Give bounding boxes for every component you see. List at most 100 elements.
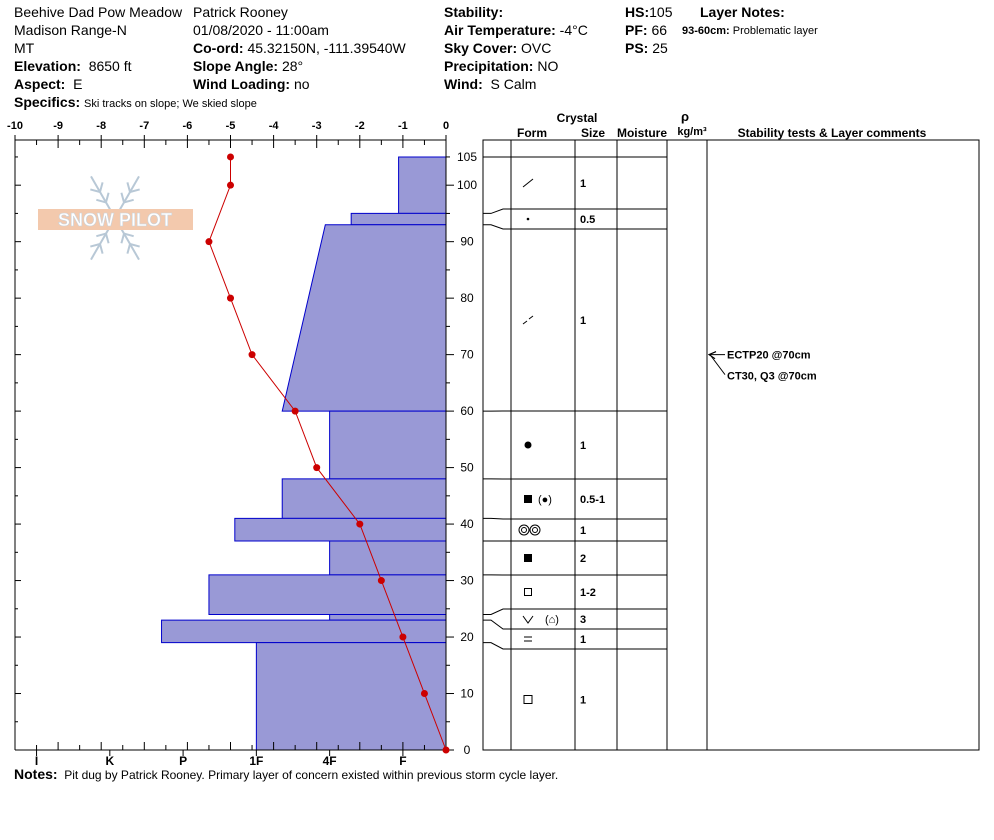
hardness-label: 1F — [249, 754, 263, 768]
pf-row: PF: 66 — [625, 22, 668, 38]
layer-connector — [483, 517, 511, 520]
observation-datetime: 01/08/2020 - 11:00am — [193, 22, 329, 38]
sky-row: Sky Cover: OVC — [444, 40, 552, 56]
depth-tick-label: 70 — [460, 348, 474, 362]
ps-row: PS: 25 — [625, 40, 668, 56]
temperature-point — [248, 351, 256, 359]
slope-row: Slope Angle: 28° — [193, 58, 304, 74]
layer-size: 2 — [580, 553, 586, 565]
ps-value: 25 — [652, 40, 668, 56]
ring-glyph — [532, 527, 538, 533]
hardness-label: K — [105, 754, 114, 768]
header-rho: ρ — [681, 109, 689, 124]
location-name: Beehive Dad Pow Meadow — [14, 4, 183, 20]
form-icon-square — [523, 695, 533, 704]
square-glyph — [523, 695, 533, 704]
wind-loading-value: no — [293, 76, 310, 92]
stability-row: Stability: — [444, 4, 504, 20]
header-crystal: Crystal — [557, 111, 598, 125]
stability-test-label: ECTP20 @70cm — [727, 350, 811, 362]
snowflake-branch — [123, 232, 134, 238]
test-arrow — [709, 354, 726, 375]
temp-tick-label: -6 — [183, 120, 193, 132]
slash-glyph — [522, 320, 528, 325]
precip-value: NO — [537, 58, 559, 74]
precip-row: Precipitation: NO — [444, 58, 559, 74]
depth-tick-label: 80 — [460, 291, 474, 305]
snowflake-branch — [126, 182, 131, 193]
observer-name: Patrick Rooney — [193, 4, 288, 20]
snowflake-branch — [120, 233, 125, 244]
hs-value: 105 — [649, 4, 673, 20]
air-temp-row: Air Temperature: -4°C — [444, 22, 588, 38]
layer-notes-title: Layer Notes: — [700, 4, 785, 20]
notes-label: Notes: — [14, 766, 58, 782]
layer-connector — [483, 224, 511, 230]
layer-size: 3 — [580, 614, 586, 626]
aspect-row: Aspect: E — [14, 76, 83, 92]
temp-tick-label: -5 — [226, 120, 236, 132]
sky-value: OVC — [521, 40, 552, 56]
temperature-point — [420, 690, 428, 698]
cup-glyph — [522, 615, 534, 624]
hardness-bar — [329, 613, 447, 621]
ring-glyph — [518, 524, 530, 536]
hardness-bar — [255, 642, 447, 751]
hardness-bar — [208, 574, 447, 615]
temp-tick-label: -3 — [312, 120, 322, 132]
header-moisture: Moisture — [617, 126, 667, 140]
snowflake-branch — [99, 243, 104, 254]
pit-info: HS:105 PF: 66 PS: 25 — [625, 3, 672, 57]
snowflake-branch — [123, 198, 134, 204]
temperature-point — [227, 294, 234, 302]
layer-connector — [483, 608, 511, 615]
specifics-value: Ski tracks on slope; We skied slope — [84, 98, 257, 110]
header-density-unit: kg/m³ — [677, 126, 707, 138]
snowflake-branch — [96, 232, 107, 238]
layer-table-frame — [482, 139, 980, 751]
temperature-point — [377, 577, 385, 585]
wind-loading-row: Wind Loading: no — [193, 76, 310, 92]
temp-tick-label: -9 — [53, 120, 63, 132]
form-icon-dot — [526, 217, 530, 221]
temp-tick-label: -1 — [398, 120, 408, 132]
coord-value: 45.32150N, -111.39540W — [247, 40, 406, 56]
wind-value: S Calm — [490, 76, 537, 92]
temperature-point — [291, 407, 299, 415]
depth-tick-label: 50 — [460, 461, 474, 475]
layer-size: 1-2 — [580, 587, 596, 599]
snowflake-branch — [105, 233, 110, 244]
aspect-value: E — [73, 76, 83, 92]
ring-glyph — [521, 527, 527, 533]
depth-tick-label: 20 — [460, 630, 474, 644]
layer-size: 1 — [580, 178, 586, 190]
site-info: Beehive Dad Pow Meadow Madison Range-N M… — [14, 3, 257, 113]
temp-tick-label: -4 — [269, 120, 280, 132]
form-icon-circle — [524, 441, 532, 449]
depth-tick-label: 30 — [460, 574, 474, 588]
elevation-value: 8650 ft — [88, 58, 132, 74]
hardness-label: F — [399, 754, 406, 768]
temperature-line — [208, 156, 447, 751]
temperature-point — [205, 238, 213, 246]
layer-size: 1 — [580, 634, 586, 646]
circle-glyph — [524, 441, 532, 449]
depth-tick-label: 100 — [457, 178, 477, 192]
form-icon-rounding-square — [524, 554, 532, 562]
snowflake-branch — [96, 198, 107, 204]
form-icon-double-ring — [518, 524, 541, 536]
stability-test-label: CT30, Q3 @70cm — [727, 371, 817, 383]
header-form: Form — [517, 126, 547, 140]
hs-row: HS:105 — [625, 4, 673, 20]
layer-size: 1 — [580, 525, 586, 537]
temp-tick-label: -7 — [139, 120, 149, 132]
depth-tick-label: 10 — [460, 687, 474, 701]
snowflake-branch — [129, 243, 140, 248]
snowflake-branch — [90, 188, 101, 193]
snowflake-branch — [129, 188, 140, 193]
temperature-point — [442, 746, 450, 754]
temp-tick-label: -2 — [355, 120, 365, 132]
snowflake-branch — [126, 243, 131, 254]
depth-tick-label: 105 — [457, 150, 477, 164]
snowpilot-logo: SNOW PILOT — [38, 175, 193, 261]
